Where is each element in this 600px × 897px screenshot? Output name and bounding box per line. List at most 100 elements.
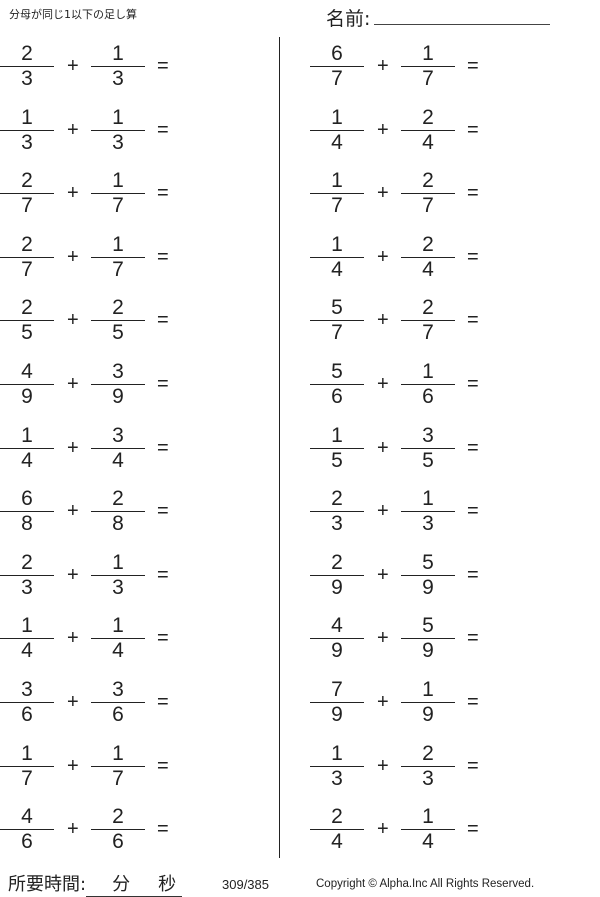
denominator: 6 [422,385,434,408]
equals-sign: = [467,563,479,586]
numerator: 1 [422,805,434,829]
denominator: 8 [112,512,124,536]
answer-space[interactable] [490,614,570,664]
denominator: 9 [422,575,434,599]
denominator: 3 [331,512,343,536]
answer-space[interactable] [180,233,260,283]
fraction-bar [401,384,455,385]
numerator: 2 [21,232,33,256]
answer-space[interactable] [490,360,570,410]
numerator: 3 [112,678,124,701]
equals-sign: = [157,691,169,713]
answer-space[interactable] [490,424,570,474]
answer-space[interactable] [490,233,570,283]
answer-space[interactable] [490,742,570,792]
numerator: 5 [422,614,434,638]
numerator: 3 [422,423,434,447]
equals-sign: = [157,818,169,841]
denominator: 7 [422,321,434,345]
fraction-bar [91,384,145,385]
numerator: 6 [21,487,33,511]
numerator: 1 [21,614,33,638]
answer-space[interactable] [490,678,570,728]
fraction-bar [91,129,145,131]
fraction-bar [401,765,455,767]
fraction-bar [401,638,455,640]
fraction-bar [401,193,455,195]
answer-space[interactable] [490,296,570,346]
denominator: 7 [422,67,434,90]
numerator: 4 [21,805,33,829]
denominator: 7 [21,257,33,281]
denominator: 6 [21,830,33,854]
minutes-unit: 分 [112,874,131,895]
answer-space[interactable] [180,614,260,664]
numerator: 5 [331,296,343,320]
answer-space[interactable] [490,805,570,855]
denominator: 3 [331,766,343,790]
plus-sign: + [377,436,389,459]
answer-space[interactable] [180,487,260,537]
numerator: 1 [422,487,434,511]
answer-space[interactable] [490,487,570,537]
answer-space[interactable] [490,106,570,156]
time-taken: 所要時間: 分秒 [8,870,183,897]
equals-sign: = [157,563,169,586]
denominator: 4 [422,130,434,154]
answer-space[interactable] [180,742,260,792]
fraction-bar [310,384,364,385]
answer-space[interactable] [180,551,260,601]
equals-sign: = [467,118,479,141]
denominator: 7 [331,321,343,345]
plus-sign: + [67,818,79,841]
equals-sign: = [467,500,479,523]
answer-space[interactable] [490,551,570,601]
answer-space[interactable] [180,424,260,474]
answer-space[interactable] [180,360,260,410]
seconds-unit: 秒 [158,874,177,895]
plus-sign: + [67,55,79,77]
numerator: 2 [21,169,33,193]
time-blank[interactable]: 分秒 [86,870,183,897]
equals-sign: = [467,245,479,268]
denominator: 4 [331,830,343,854]
worksheet-title: 分母が同じ1以下の足し算 [9,8,137,21]
denominator: 9 [422,703,434,726]
denominator: 7 [331,67,343,90]
fraction-bar [310,129,364,131]
denominator: 4 [21,639,33,663]
denominator: 3 [112,67,124,90]
denominator: 6 [331,385,343,408]
numerator: 2 [331,805,343,829]
answer-space[interactable] [180,106,260,156]
name-field[interactable] [374,24,550,25]
fraction-bar [91,702,145,703]
answer-space[interactable] [180,42,260,92]
plus-sign: + [377,500,389,523]
fraction-bar [401,320,455,322]
answer-space[interactable] [180,296,260,346]
numerator: 1 [112,42,124,65]
fraction-bar [91,320,145,322]
answer-space[interactable] [490,169,570,219]
plus-sign: + [377,118,389,141]
plus-sign: + [377,563,389,586]
answer-space[interactable] [180,678,260,728]
fraction-bar [0,129,54,131]
answer-space[interactable] [180,805,260,855]
answer-space[interactable] [490,42,570,92]
answer-space[interactable] [180,169,260,219]
